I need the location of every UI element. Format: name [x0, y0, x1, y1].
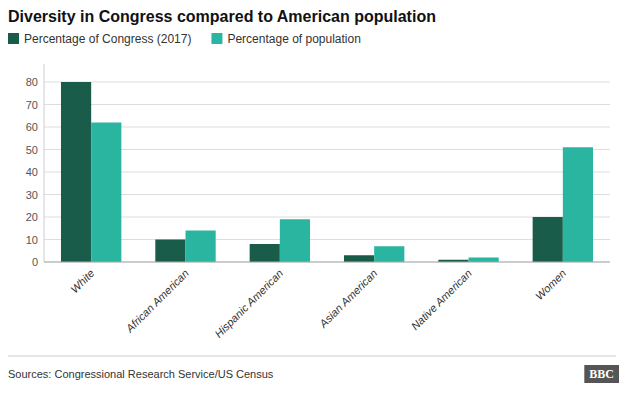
chart-svg: Diversity in Congress compared to Americ… — [0, 0, 624, 395]
bar — [533, 217, 563, 262]
bar — [280, 219, 310, 262]
y-axis-line — [44, 64, 45, 262]
x-tick-label: Hispanic American — [212, 267, 285, 340]
x-tick-label: African American — [123, 267, 191, 335]
bar — [186, 231, 216, 263]
chart-container: Diversity in Congress compared to Americ… — [0, 0, 624, 395]
grid-line — [44, 149, 610, 150]
x-tick-label: Asian American — [316, 267, 379, 330]
bar — [91, 123, 121, 263]
grid-line — [44, 82, 610, 83]
legend-swatch — [211, 33, 222, 44]
x-axis-line — [44, 262, 610, 263]
x-tick-label: White — [68, 267, 96, 295]
grid-line — [44, 104, 610, 105]
bar — [250, 244, 280, 262]
y-tick-label: 30 — [26, 189, 38, 201]
grid-line — [44, 127, 610, 128]
legend: Percentage of Congress (2017) Percentage … — [8, 32, 361, 46]
bar — [61, 82, 91, 262]
y-tick-label: 80 — [26, 76, 38, 88]
x-tick-label: Women — [533, 267, 568, 302]
y-tick-label: 40 — [26, 166, 38, 178]
y-tick-label: 50 — [26, 144, 38, 156]
x-tick-label: Native American — [409, 267, 474, 332]
grid-line — [44, 262, 610, 263]
grid-line — [44, 217, 610, 218]
bar — [374, 246, 404, 262]
legend-label: Percentage of Congress (2017) — [24, 32, 191, 46]
bars — [61, 82, 593, 262]
legend-swatch — [8, 33, 19, 44]
x-tick-labels: White African American Hispanic American As… — [68, 267, 568, 340]
source-note: Sources: Congressional Research Service/… — [8, 368, 274, 380]
bar — [155, 240, 185, 263]
footer-rule — [8, 356, 616, 357]
legend-label: Percentage of population — [227, 32, 360, 46]
y-tick-label: 70 — [26, 99, 38, 111]
grid-line — [44, 172, 610, 173]
title: Diversity in Congress compared to Americ… — [8, 8, 436, 25]
bar — [469, 258, 499, 263]
bar — [344, 255, 374, 262]
y-tick-label: 0 — [32, 256, 38, 268]
bar — [563, 147, 593, 262]
y-tick-label: 20 — [26, 211, 38, 223]
y-tick-label: 60 — [26, 121, 38, 133]
y-tick-label: 10 — [26, 234, 38, 246]
grid-line — [44, 194, 610, 195]
y-grid: 0 10 20 30 40 50 60 70 80 — [26, 76, 610, 268]
badge-text: BBC — [589, 367, 614, 381]
badge-box — [584, 365, 619, 383]
badge: BBC — [584, 365, 619, 383]
grid-line — [44, 239, 610, 240]
